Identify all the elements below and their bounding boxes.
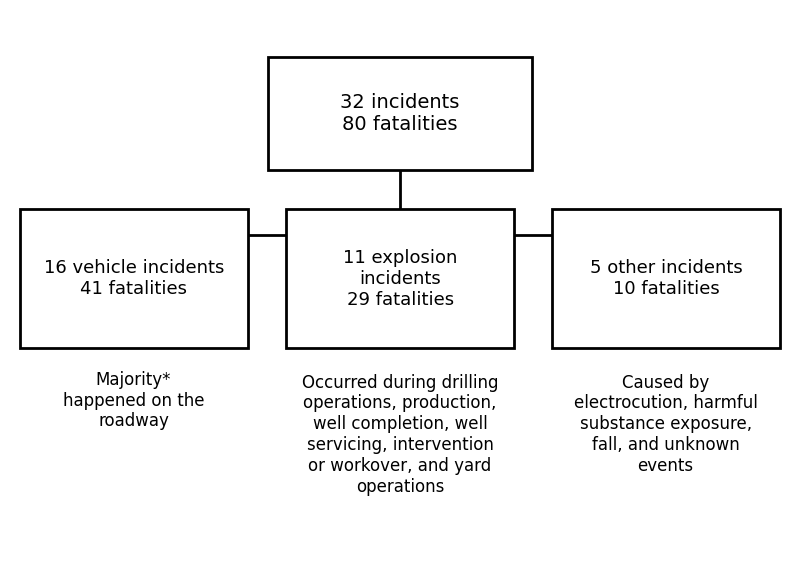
Text: Occurred during drilling
operations, production,
well completion, well
servicing: Occurred during drilling operations, pro… (302, 374, 498, 496)
Text: 16 vehicle incidents
41 fatalities: 16 vehicle incidents 41 fatalities (44, 259, 224, 298)
FancyBboxPatch shape (20, 209, 248, 348)
Text: Majority*
happened on the
roadway: Majority* happened on the roadway (63, 371, 204, 430)
Text: 11 explosion
incidents
29 fatalities: 11 explosion incidents 29 fatalities (343, 249, 458, 308)
Text: 32 incidents
80 fatalities: 32 incidents 80 fatalities (340, 93, 460, 134)
Text: Caused by
electrocution, harmful
substance exposure,
fall, and unknown
events: Caused by electrocution, harmful substan… (574, 374, 758, 475)
Text: 5 other incidents
10 fatalities: 5 other incidents 10 fatalities (590, 259, 742, 298)
FancyBboxPatch shape (286, 209, 514, 348)
FancyBboxPatch shape (268, 57, 532, 170)
FancyBboxPatch shape (552, 209, 780, 348)
